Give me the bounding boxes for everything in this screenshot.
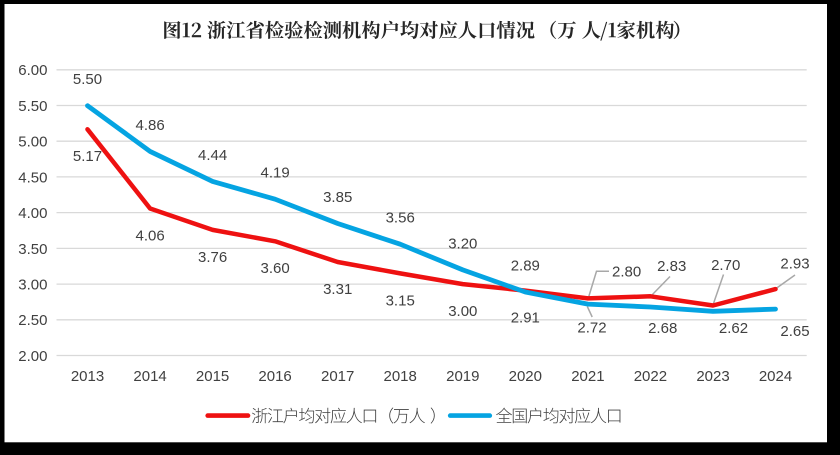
svg-text:2024: 2024 xyxy=(759,368,792,385)
svg-text:2.50: 2.50 xyxy=(18,312,47,329)
svg-text:2.80: 2.80 xyxy=(612,263,641,280)
svg-text:5.00: 5.00 xyxy=(18,134,47,151)
svg-text:3.31: 3.31 xyxy=(323,281,352,298)
svg-text:2.65: 2.65 xyxy=(780,323,809,340)
svg-text:4.19: 4.19 xyxy=(260,165,289,182)
svg-text:2020: 2020 xyxy=(509,368,542,385)
svg-text:2.89: 2.89 xyxy=(511,257,540,274)
svg-text:3.85: 3.85 xyxy=(323,189,352,206)
svg-text:2023: 2023 xyxy=(696,368,729,385)
svg-text:3.50: 3.50 xyxy=(18,241,47,258)
svg-text:2021: 2021 xyxy=(571,368,604,385)
svg-text:2.83: 2.83 xyxy=(657,258,686,275)
svg-text:2.00: 2.00 xyxy=(18,348,47,365)
svg-text:5.17: 5.17 xyxy=(73,148,102,165)
svg-text:3.20: 3.20 xyxy=(448,235,477,252)
svg-text:6.00: 6.00 xyxy=(18,62,47,79)
svg-text:2.93: 2.93 xyxy=(780,255,809,272)
svg-text:2016: 2016 xyxy=(258,368,291,385)
svg-text:5.50: 5.50 xyxy=(73,71,102,88)
svg-text:3.56: 3.56 xyxy=(386,210,415,227)
svg-text:3.00: 3.00 xyxy=(448,303,477,320)
svg-text:3.00: 3.00 xyxy=(18,277,47,294)
svg-text:4.44: 4.44 xyxy=(198,147,227,164)
svg-text:4.86: 4.86 xyxy=(135,117,164,134)
svg-text:4.00: 4.00 xyxy=(18,205,47,222)
svg-text:4.06: 4.06 xyxy=(135,227,164,244)
svg-text:2015: 2015 xyxy=(196,368,229,385)
svg-text:2017: 2017 xyxy=(321,368,354,385)
svg-text:2022: 2022 xyxy=(634,368,667,385)
svg-text:2019: 2019 xyxy=(446,368,479,385)
svg-text:5.50: 5.50 xyxy=(18,98,47,115)
svg-text:3.60: 3.60 xyxy=(260,260,289,277)
svg-text:2018: 2018 xyxy=(384,368,417,385)
svg-text:2.68: 2.68 xyxy=(648,320,677,337)
svg-text:2.72: 2.72 xyxy=(577,319,606,336)
svg-text:2.91: 2.91 xyxy=(511,310,540,327)
svg-text:2014: 2014 xyxy=(133,368,166,385)
svg-text:2.70: 2.70 xyxy=(711,257,740,274)
svg-text:3.76: 3.76 xyxy=(198,249,227,266)
svg-text:2.62: 2.62 xyxy=(719,320,748,337)
svg-text:3.15: 3.15 xyxy=(386,292,415,309)
svg-text:2013: 2013 xyxy=(71,368,104,385)
svg-text:4.50: 4.50 xyxy=(18,169,47,186)
